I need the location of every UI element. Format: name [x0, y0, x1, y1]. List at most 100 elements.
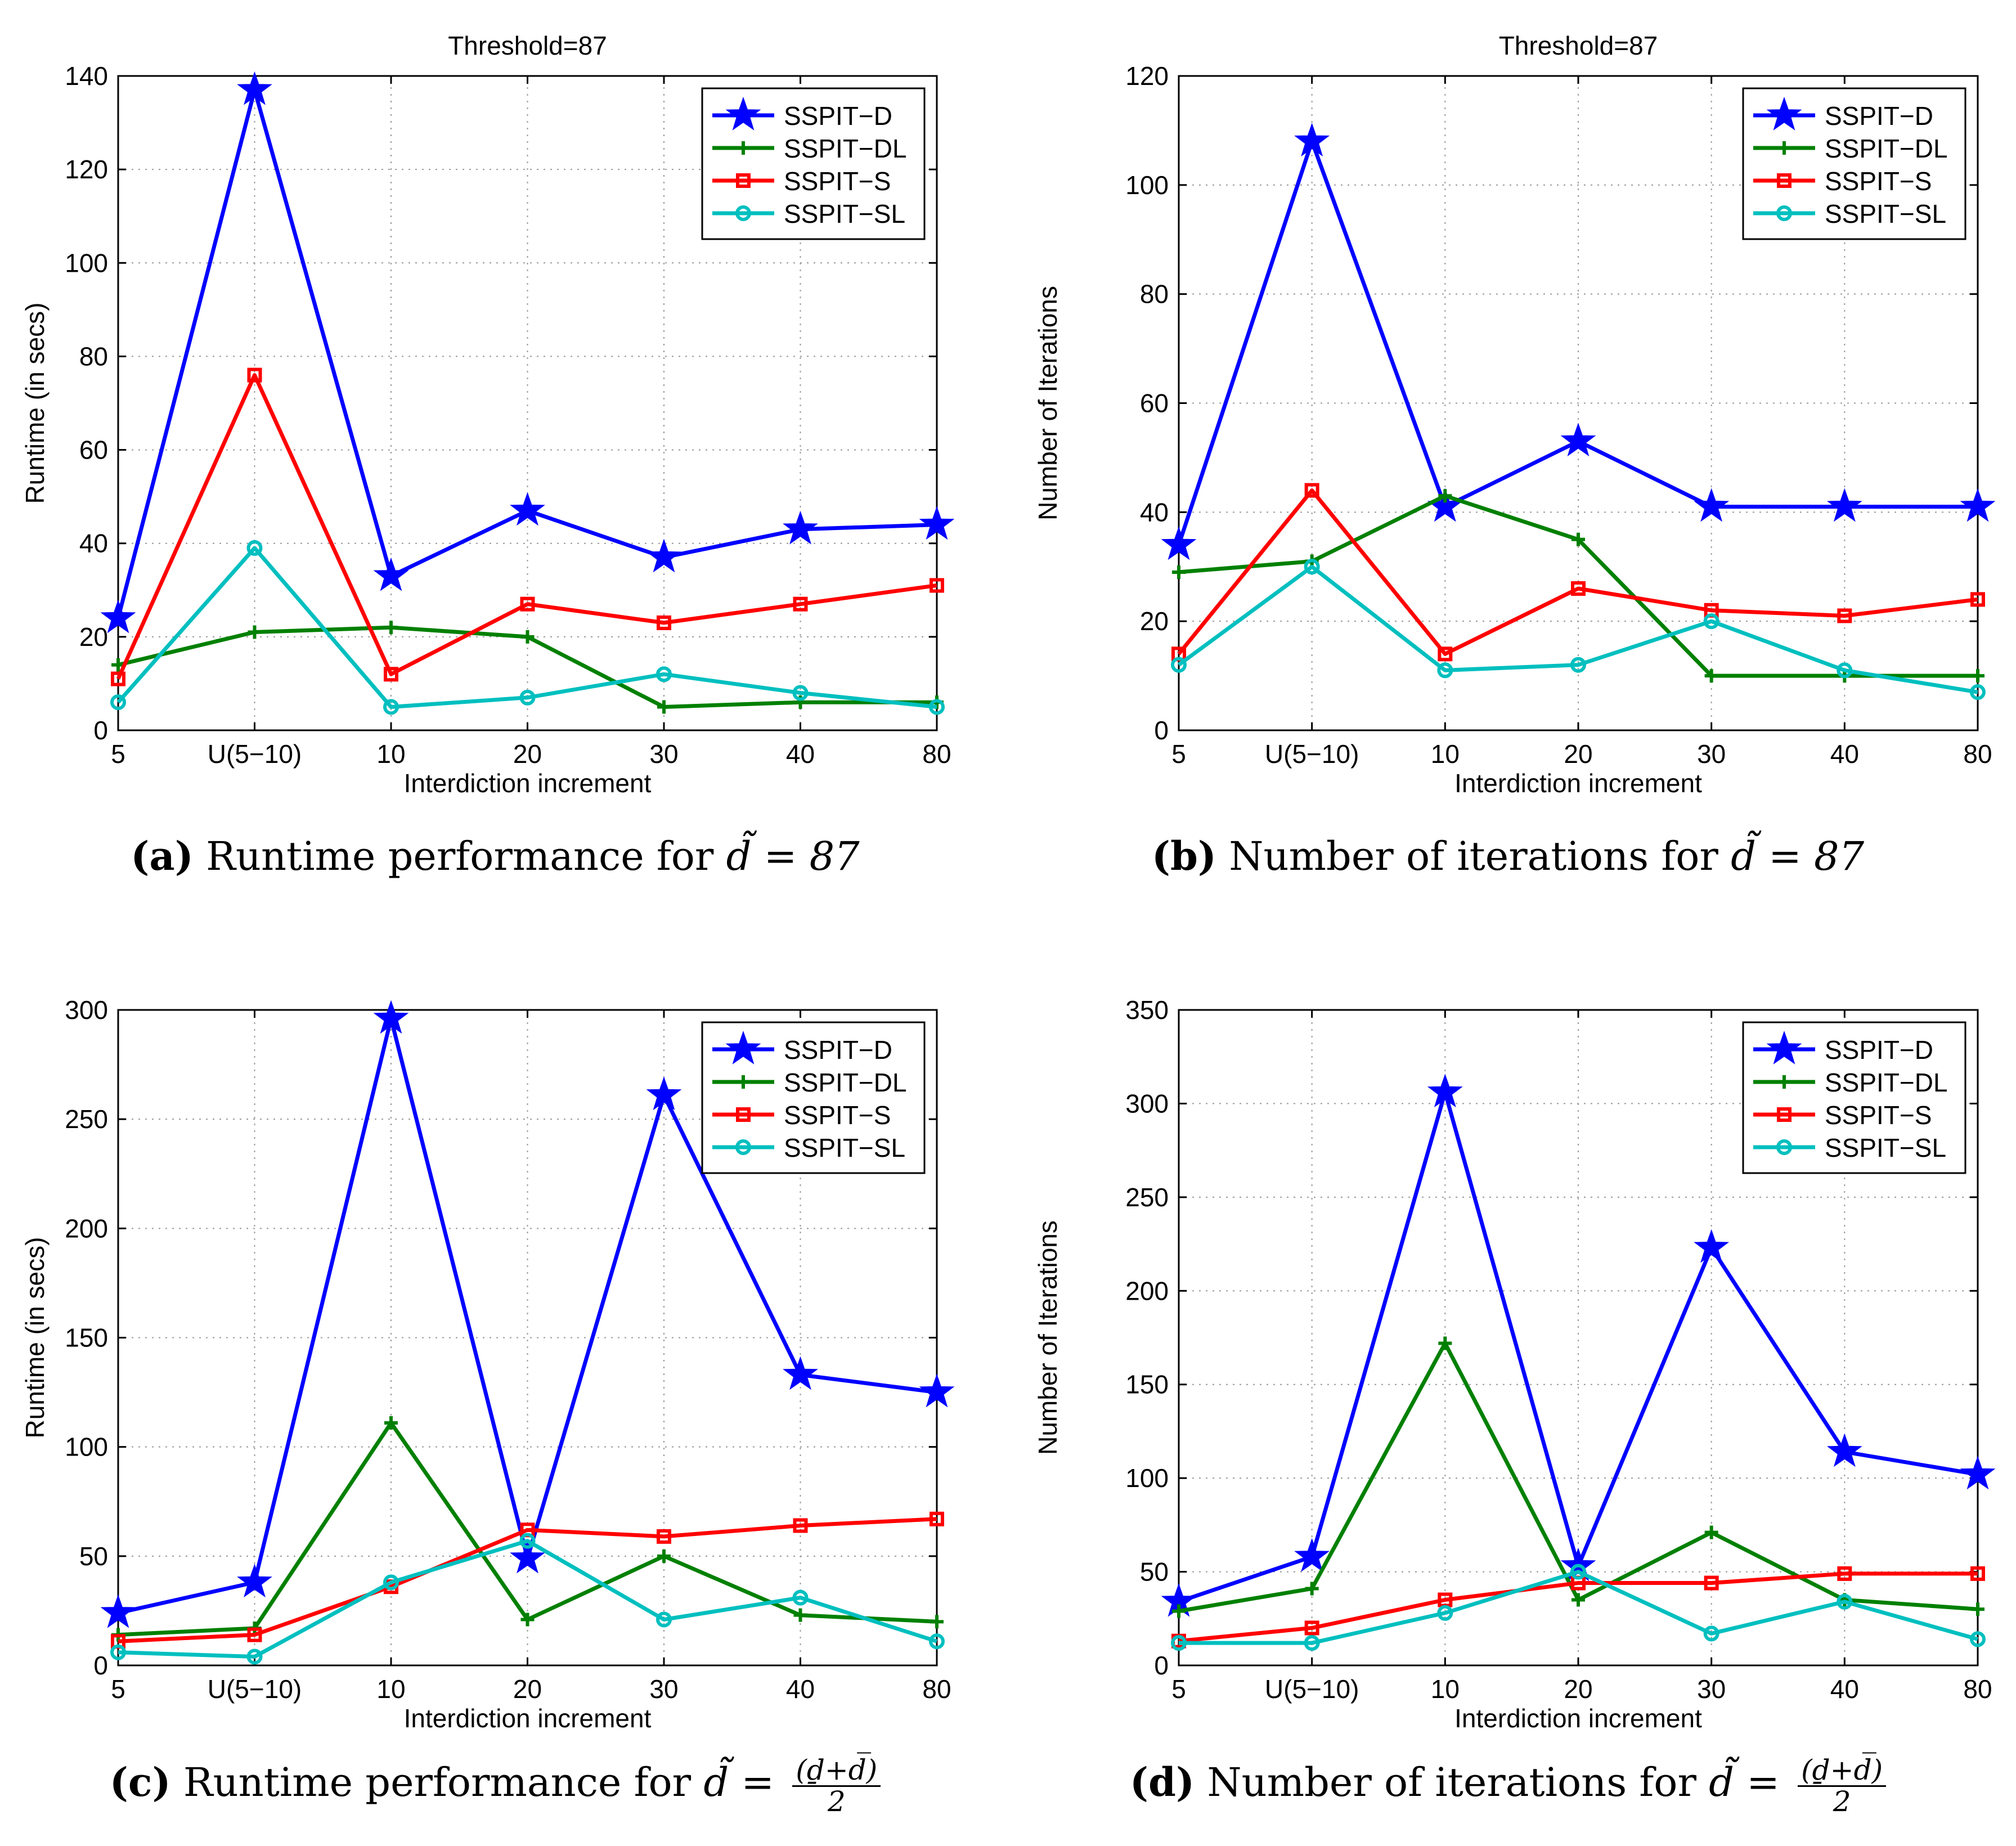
y-tick-label: 250 — [65, 1104, 108, 1134]
x-tick-label: 5 — [111, 1674, 125, 1704]
series-3 — [110, 540, 945, 715]
caption-a-label: (a) — [131, 833, 194, 879]
x-tick-label: 20 — [513, 739, 542, 769]
marker-star — [919, 1373, 955, 1408]
marker-plus — [737, 1075, 750, 1089]
legend: SSPIT−D SSPIT−DL SSPIT−S SSPIT−SL — [701, 1021, 926, 1174]
marker-star — [1960, 488, 1996, 522]
marker-circle — [792, 1589, 809, 1606]
series-line — [116, 373, 937, 680]
y-tick-label: 100 — [1125, 1463, 1169, 1493]
y-tick-label: 150 — [65, 1323, 108, 1353]
marker-circle — [929, 1633, 945, 1650]
y-tick-label: 0 — [1154, 1651, 1169, 1680]
x-tick-label: 80 — [1963, 1674, 1992, 1704]
x-tick-label: 20 — [513, 1674, 542, 1704]
y-tick-label: 350 — [1125, 995, 1169, 1025]
legend-label: SSPIT−SL — [784, 199, 905, 228]
legend-label: SSPIT−DL — [784, 134, 907, 163]
x-tick-label: U(5−10) — [1265, 739, 1359, 769]
marker-circle — [1570, 1564, 1586, 1580]
y-tick-label: 120 — [1125, 61, 1169, 91]
x-tick-label: 10 — [376, 1674, 405, 1704]
series-line — [1178, 1571, 1978, 1643]
legend-label: SSPIT−D — [784, 1035, 892, 1065]
legend-label: SSPIT−D — [784, 101, 892, 131]
marker-square — [1304, 483, 1319, 498]
y-tick-label: 60 — [1140, 389, 1169, 418]
marker-star — [1294, 123, 1330, 157]
caption-c-fraction: (ḏ+d̅) 2 — [792, 1755, 881, 1816]
legend-label: SSPIT−DL — [1825, 1068, 1948, 1097]
y-axis-label: Runtime (in secs) — [20, 1237, 50, 1439]
x-tick-label: 40 — [786, 739, 815, 769]
caption-c: (c) Runtime performance for d̃ = (ḏ+d̅)… — [0, 1755, 990, 1816]
caption-d: (d) Number of iterations for d̃ = (ḏ+d̅… — [1013, 1755, 2003, 1816]
marker-circle — [1837, 662, 1853, 679]
caption-d-text: Number of iterations for — [1207, 1759, 1696, 1805]
marker-star — [510, 492, 545, 526]
legend: SSPIT−D SSPIT−DL SSPIT−S SSPIT−SL — [1742, 87, 1966, 240]
caption-b-eq: d̃ = 87 — [1731, 833, 1865, 879]
marker-star — [1427, 1074, 1463, 1108]
series-line — [116, 546, 937, 709]
x-tick-label: 5 — [1171, 739, 1186, 769]
series-0 — [100, 1000, 955, 1628]
marker-square — [247, 1627, 262, 1642]
series-2 — [1171, 483, 1985, 662]
marker-circle — [1570, 657, 1586, 673]
series-line — [118, 1539, 938, 1659]
marker-circle — [519, 689, 536, 706]
x-tick-label: 40 — [1830, 739, 1859, 769]
chart-title: Threshold=87 — [448, 31, 607, 60]
marker-plus — [1305, 1582, 1319, 1596]
x-tick-label: 30 — [1697, 1674, 1726, 1704]
chart-panel-a: 0 20 40 60 80 100 120 140 5 U(5−10) 10 20 30 40 80 Inte… — [0, 0, 990, 900]
y-axis-label: Number of Iterations — [1033, 286, 1062, 520]
y-tick-label: 60 — [79, 435, 108, 465]
x-tick-label: 80 — [1963, 739, 1992, 769]
y-axis-label: Runtime (in secs) — [20, 303, 50, 504]
caption-c-label: (c) — [109, 1759, 171, 1805]
x-tick-label: 20 — [1564, 1674, 1592, 1704]
y-tick-label: 120 — [65, 155, 108, 184]
legend-label: SSPIT−SL — [784, 1133, 905, 1162]
marker-star — [1826, 488, 1862, 522]
marker-square — [1704, 1575, 1719, 1591]
marker-circle — [383, 699, 399, 715]
marker-star — [100, 1594, 136, 1628]
series-line — [118, 1517, 937, 1643]
legend-label: SSPIT−S — [1825, 167, 1932, 196]
x-tick-label: 5 — [1171, 1674, 1186, 1704]
marker-star — [1694, 488, 1730, 522]
marker-circle — [1437, 1605, 1453, 1621]
marker-square — [1304, 1620, 1319, 1636]
marker-plus — [1172, 565, 1186, 579]
marker-square — [520, 596, 535, 612]
marker-square — [657, 1529, 671, 1544]
x-tick-label: 10 — [1431, 1674, 1460, 1704]
marker-star — [373, 557, 409, 591]
marker-plus — [1971, 669, 1984, 683]
marker-plus — [657, 700, 671, 714]
series-line — [1179, 1570, 1978, 1645]
legend-label: SSPIT−S — [784, 1101, 891, 1130]
caption-b-label: (b) — [1151, 833, 1217, 879]
x-tick-label: 5 — [111, 739, 125, 769]
marker-plus — [793, 1608, 807, 1622]
marker-square — [793, 1518, 808, 1533]
marker-circle — [1776, 205, 1792, 221]
caption-c-eq: d̃ = — [703, 1759, 775, 1805]
series-2 — [111, 367, 944, 686]
x-tick-label: 10 — [1431, 739, 1460, 769]
marker-circle — [246, 1649, 263, 1665]
marker-circle — [1171, 1635, 1187, 1651]
marker-circle — [735, 205, 751, 221]
x-axis-label: Interdiction increment — [1454, 1704, 1702, 1733]
series-line — [1177, 564, 1978, 694]
series-3 — [1171, 1564, 1986, 1651]
caption-d-fraction: (ḏ+d̅) 2 — [1798, 1755, 1887, 1816]
y-tick-label: 20 — [1140, 607, 1169, 636]
marker-star — [373, 1000, 409, 1034]
marker-plus — [248, 625, 262, 639]
